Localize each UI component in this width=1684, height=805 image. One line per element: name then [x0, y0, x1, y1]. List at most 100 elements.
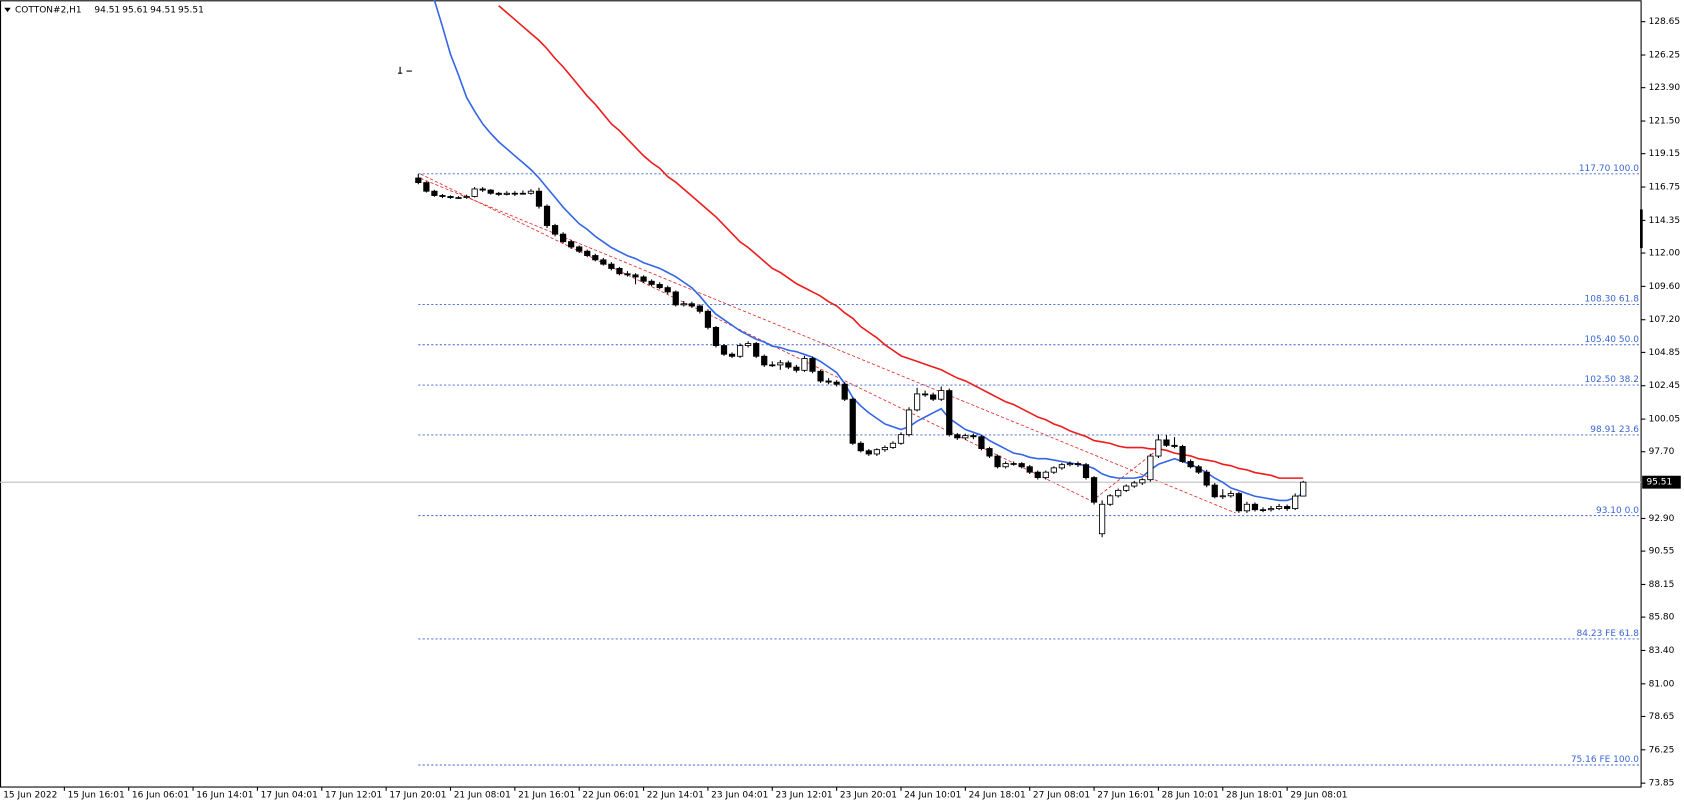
candle-body [785, 362, 792, 368]
candle-body [1026, 466, 1033, 473]
candle-body [712, 326, 720, 347]
candle-body [1211, 484, 1218, 498]
candle-body [1139, 479, 1146, 484]
candle-body [1074, 463, 1082, 466]
candle-body [1123, 485, 1130, 491]
candle-body [704, 310, 712, 328]
header-high: 95.61 [122, 5, 148, 15]
candle-body [423, 182, 430, 192]
candle-body [535, 190, 543, 207]
fib-label: 98.91 23.6 [1590, 425, 1639, 435]
candle-body [930, 394, 937, 400]
header-open: 94.51 [94, 5, 120, 15]
candle-body [913, 393, 921, 411]
x-tick-label: 27 Jun 08:01 [1033, 791, 1090, 801]
candle-body [1002, 463, 1009, 468]
y-tick-label: 85.80 [1649, 613, 1675, 623]
plot-frame [0, 0, 1642, 788]
x-tick-label: 17 Jun 04:01 [261, 791, 318, 801]
x-tick-label: 16 Jun 06:01 [132, 791, 189, 801]
candle-body [608, 263, 615, 269]
y-tick-label: 123.90 [1649, 83, 1681, 93]
y-tick-label: 109.60 [1649, 282, 1681, 292]
candle-body [455, 197, 462, 199]
candle-body [1235, 493, 1242, 512]
x-tick-label: 22 Jun 14:01 [647, 791, 704, 801]
y-tick-label: 102.45 [1649, 381, 1681, 391]
fib-label: 75.16 FE 100.0 [1571, 755, 1639, 765]
candle-body [745, 343, 752, 347]
x-tick-label: 23 Jun 20:01 [840, 791, 897, 801]
candle-body [1010, 463, 1017, 465]
candle-body [1058, 464, 1065, 469]
y-tick-label: 73.85 [1649, 779, 1675, 789]
fib-label: 117.70 100.0 [1579, 164, 1639, 174]
candle-body [688, 303, 695, 307]
candle-body [640, 276, 647, 282]
candle-body [1179, 446, 1186, 462]
candle-body [1227, 493, 1234, 497]
y-tick-label: 88.15 [1649, 580, 1675, 590]
candle-body [1131, 482, 1138, 487]
trend-line [1091, 450, 1157, 502]
candle-body [873, 449, 880, 455]
candle-body [1171, 444, 1178, 447]
moving-average [433, 0, 1304, 502]
candle-body [503, 192, 510, 195]
x-tick-label: 24 Jun 10:01 [904, 791, 961, 801]
candle-body [978, 436, 985, 449]
candle-body [415, 177, 422, 184]
candle-body [954, 434, 961, 439]
candle-body [431, 190, 438, 196]
fib-label: 108.30 61.8 [1585, 295, 1640, 305]
x-tick-label: 16 Jun 14:01 [196, 791, 253, 801]
candle-body [1300, 481, 1307, 497]
candle-body [728, 353, 736, 357]
candle-body [761, 355, 768, 366]
candle-body [938, 390, 945, 400]
candle-body [1042, 471, 1049, 479]
x-tick-label: 17 Jun 12:01 [325, 791, 382, 801]
candle-body [922, 393, 929, 396]
header-low: 94.51 [150, 5, 176, 15]
candle-body [825, 380, 832, 383]
x-tick-label: 23 Jun 04:01 [711, 791, 768, 801]
candle-body [1066, 463, 1074, 466]
fib-label: 102.50 38.2 [1585, 375, 1639, 385]
candle-body [946, 390, 953, 436]
candle-body [1107, 495, 1114, 505]
x-tick-label: 21 Jun 16:01 [518, 791, 575, 801]
candle-body [857, 442, 864, 452]
candle-body [1267, 508, 1275, 511]
x-tick-label: 28 Jun 10:01 [1162, 791, 1219, 801]
candle-body [584, 250, 591, 256]
candle-body [576, 246, 583, 252]
candle-body [592, 255, 599, 261]
candle-body [1147, 455, 1154, 481]
candle-body [817, 370, 824, 382]
y-tick-label: 116.75 [1649, 183, 1681, 193]
candle-body [736, 345, 744, 357]
candle-body [881, 447, 889, 451]
candle-body [970, 435, 977, 438]
header-close: 95.51 [178, 5, 204, 15]
candle-body [672, 291, 679, 306]
candle-body [720, 345, 728, 355]
candle-body [962, 435, 969, 439]
candle-body [1292, 495, 1299, 510]
y-tick-label: 100.05 [1649, 415, 1681, 425]
candle-body [447, 196, 454, 199]
y-tick-label: 121.50 [1649, 117, 1681, 127]
candle-body [833, 381, 840, 385]
candle-body [1219, 495, 1226, 498]
scale-marker [1640, 209, 1643, 249]
y-tick-label: 126.25 [1649, 51, 1681, 61]
candle-body [1034, 471, 1041, 479]
y-tick-label: 119.15 [1649, 149, 1681, 159]
candle-body [801, 358, 808, 371]
candle-body [487, 189, 494, 194]
y-tick-label: 78.65 [1649, 712, 1675, 722]
candle-body [495, 192, 502, 195]
candle-body [632, 274, 639, 278]
